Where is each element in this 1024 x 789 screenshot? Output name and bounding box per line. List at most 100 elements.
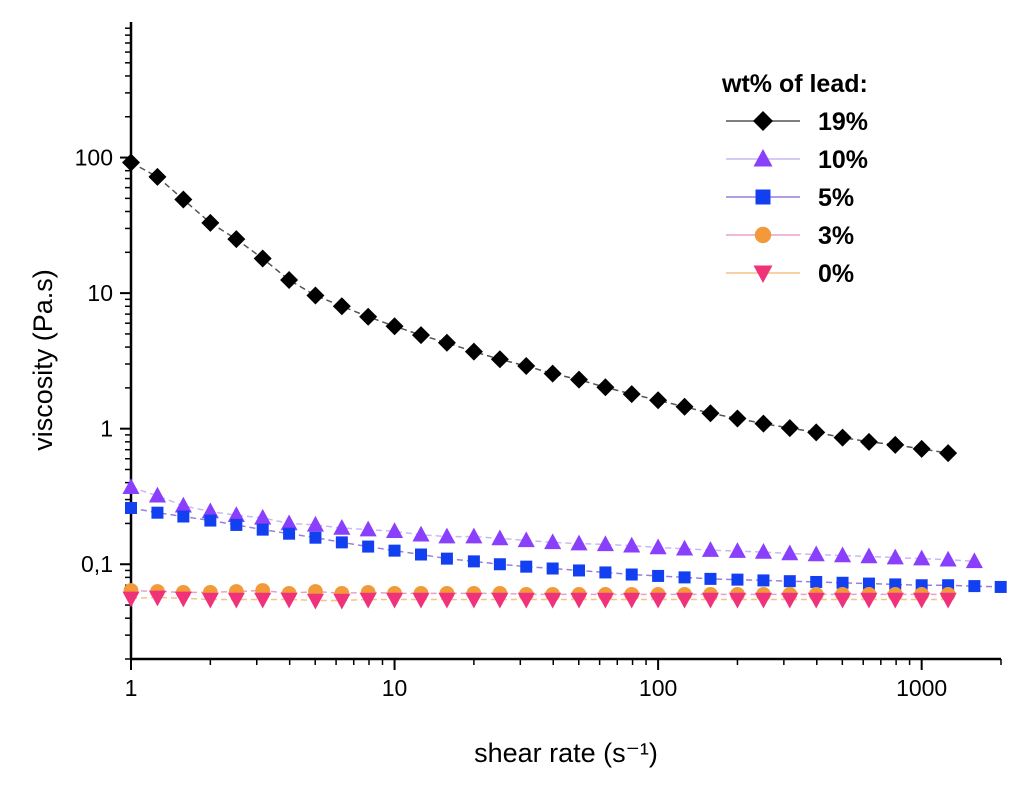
data-point — [807, 423, 826, 442]
data-point — [546, 562, 559, 575]
series-line — [130, 486, 975, 563]
data-point — [333, 519, 351, 535]
data-point — [412, 525, 430, 542]
x-tick-label: 1 — [125, 675, 138, 701]
x-axis-title: shear rate (s⁻¹) — [474, 738, 658, 768]
data-point — [465, 527, 483, 544]
data-point — [256, 523, 269, 536]
data-point — [649, 592, 667, 609]
data-point — [227, 230, 246, 249]
data-point — [701, 592, 720, 609]
data-point — [836, 576, 849, 589]
legend: wt% of lead: 19% 10% 5% 3% 0% — [721, 70, 868, 288]
data-point — [125, 501, 137, 514]
series-line — [130, 589, 949, 596]
data-point — [886, 592, 904, 609]
data-point — [201, 592, 219, 609]
legend-label: 5% — [818, 184, 854, 212]
data-point — [440, 552, 453, 565]
y-tick-label: 100 — [75, 145, 113, 171]
data-point — [807, 545, 825, 562]
data-point — [728, 592, 746, 609]
data-point — [412, 326, 431, 345]
data-point — [122, 153, 140, 172]
data-point — [570, 534, 588, 551]
legend-item: 10% — [726, 146, 868, 174]
data-point — [520, 560, 533, 573]
data-point — [968, 580, 981, 593]
data-point — [625, 568, 638, 581]
data-point — [599, 566, 612, 579]
data-point — [335, 536, 348, 549]
data-point — [807, 592, 825, 609]
data-point — [467, 555, 480, 568]
data-point — [464, 342, 483, 361]
data-point — [728, 409, 747, 428]
data-point — [201, 213, 220, 232]
data-point — [834, 592, 852, 609]
data-point — [834, 546, 852, 563]
data-point — [122, 478, 140, 494]
x-tick-label: 100 — [639, 675, 677, 701]
data-point — [306, 515, 324, 532]
legend-marker — [753, 149, 773, 167]
data-point — [280, 592, 298, 609]
data-point — [362, 540, 375, 553]
data-point — [544, 533, 562, 550]
series-10pct — [122, 478, 983, 569]
y-tick-label: 10 — [87, 280, 113, 306]
legend-title: wt% of lead: — [721, 70, 868, 98]
data-point — [227, 506, 245, 522]
data-point — [754, 414, 773, 433]
data-point — [386, 522, 404, 539]
data-point — [676, 592, 694, 609]
data-point — [309, 531, 322, 544]
data-point — [491, 529, 509, 546]
legend-label: 0% — [818, 260, 854, 288]
data-point — [359, 592, 377, 609]
x-tick-label: 10 — [382, 675, 408, 701]
data-point — [148, 486, 167, 503]
y-tick-label: 1 — [100, 416, 113, 442]
data-point — [728, 542, 746, 558]
y-axis-title: viscosity (Pa.s) — [28, 269, 58, 451]
data-point — [148, 167, 167, 186]
data-point — [965, 552, 983, 569]
data-point — [701, 541, 720, 557]
data-point — [780, 419, 799, 438]
legend-marker — [755, 189, 771, 205]
data-point — [860, 592, 878, 609]
data-point — [570, 592, 588, 609]
data-point — [889, 578, 902, 591]
data-point — [227, 592, 245, 609]
data-point — [701, 404, 720, 423]
data-point — [939, 444, 958, 463]
legend-marker — [754, 226, 772, 244]
data-point — [913, 592, 931, 609]
data-point — [230, 518, 243, 531]
data-point — [493, 558, 506, 571]
data-point — [385, 317, 404, 336]
data-point — [675, 397, 694, 416]
data-point — [676, 539, 694, 556]
series-line — [130, 596, 949, 602]
data-point — [704, 572, 717, 585]
data-point — [517, 531, 535, 548]
data-point — [810, 575, 823, 588]
legend-marker — [753, 111, 773, 131]
data-point — [437, 333, 456, 352]
series-5pct — [125, 501, 1007, 593]
data-point — [678, 571, 691, 584]
data-point — [543, 364, 562, 383]
series-layer — [122, 153, 1007, 610]
data-point — [649, 538, 667, 555]
legend-item: 3% — [726, 222, 854, 250]
data-point — [649, 391, 668, 410]
axes-layer: 1 10 100 1000 0,1 1 10 100 — [75, 22, 1002, 701]
data-point — [517, 592, 535, 609]
data-point — [280, 270, 299, 289]
data-point — [781, 592, 799, 609]
data-point — [569, 370, 588, 389]
data-point — [438, 527, 456, 544]
